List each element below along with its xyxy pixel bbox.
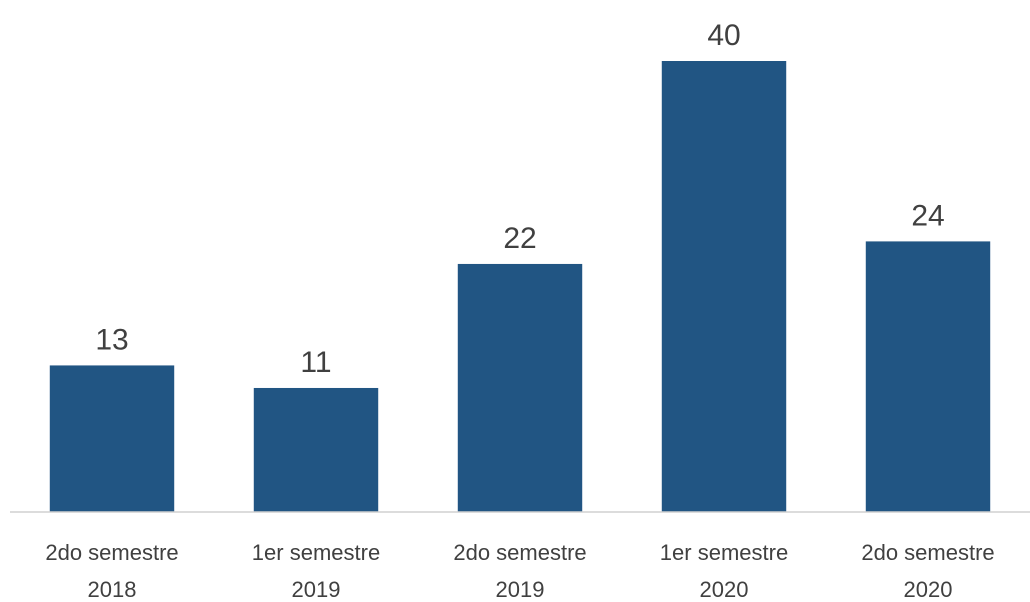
x-tick-label: 2do semestre 2019 bbox=[453, 540, 586, 602]
bar bbox=[661, 61, 787, 512]
bar bbox=[49, 365, 175, 512]
data-label: 11 bbox=[300, 346, 331, 379]
x-tick-label: 2do semestre 2020 bbox=[861, 540, 994, 602]
bar bbox=[253, 387, 379, 512]
data-label: 22 bbox=[503, 222, 536, 255]
data-label: 24 bbox=[911, 199, 944, 232]
x-tick-label: 1er semestre 2020 bbox=[660, 540, 788, 602]
x-tick-label: 1er semestre 2019 bbox=[252, 540, 380, 602]
x-tick-label: 2do semestre 2018 bbox=[45, 540, 178, 602]
data-label: 40 bbox=[707, 19, 740, 52]
data-label: 13 bbox=[95, 323, 128, 356]
bar bbox=[457, 263, 583, 512]
bar bbox=[865, 241, 991, 512]
